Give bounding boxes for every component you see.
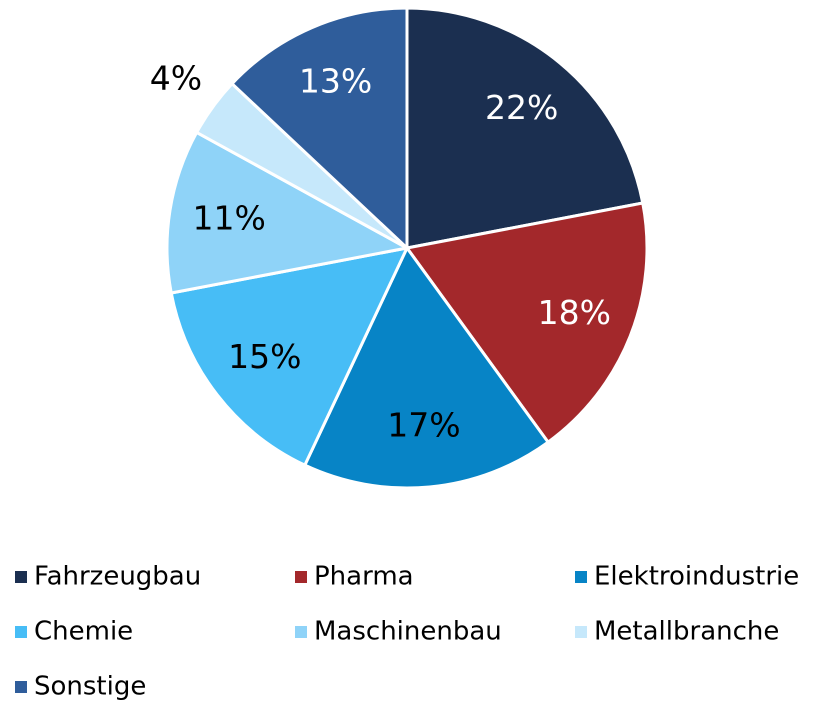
legend-swatch xyxy=(15,626,27,638)
legend-label: Fahrzeugbau xyxy=(34,562,201,592)
legend-swatch xyxy=(15,681,27,693)
data-label: 4% xyxy=(150,59,202,98)
data-label: 22% xyxy=(485,88,558,127)
legend-swatch xyxy=(295,571,307,583)
legend-swatch xyxy=(15,571,27,583)
legend-swatch xyxy=(575,571,587,583)
pie-slice xyxy=(405,201,649,444)
data-label: 15% xyxy=(228,337,301,376)
legend-label: Sonstige xyxy=(34,672,146,702)
legend-label: Elektroindustrie xyxy=(594,562,799,592)
data-label: 13% xyxy=(299,61,372,100)
pie-slice xyxy=(230,6,409,250)
pie-slice xyxy=(165,130,409,295)
pie-slice xyxy=(169,246,409,467)
legend-swatch xyxy=(295,626,307,638)
data-label: 11% xyxy=(193,198,266,237)
legend-swatch xyxy=(575,626,587,638)
data-label: 17% xyxy=(387,406,460,445)
legend-label: Chemie xyxy=(34,617,133,647)
legend-label: Pharma xyxy=(314,562,414,592)
pie-slice xyxy=(303,246,550,490)
pie-slice xyxy=(405,6,645,250)
data-label: 18% xyxy=(538,293,611,332)
legend-label: Maschinenbau xyxy=(314,617,502,647)
legend-label: Metallbranche xyxy=(594,617,779,647)
